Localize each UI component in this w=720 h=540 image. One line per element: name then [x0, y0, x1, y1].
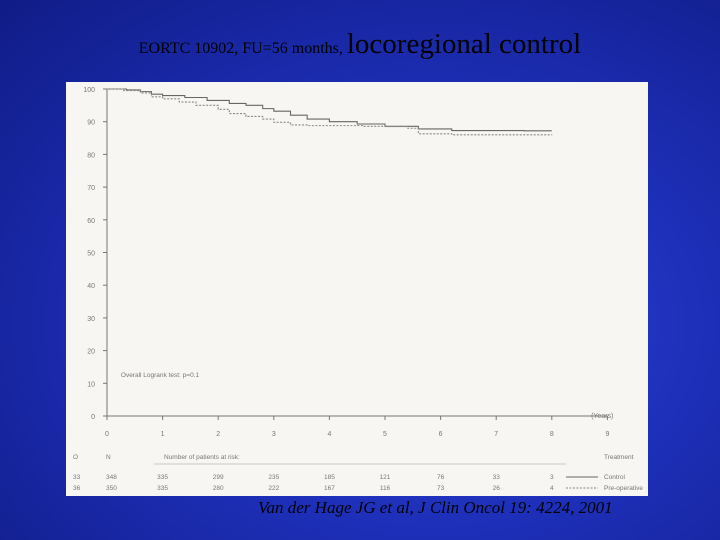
risk-count: 335: [157, 474, 168, 481]
x-tick-label: 5: [383, 431, 387, 438]
risk-header-n: N: [106, 454, 111, 461]
slide-title: EORTC 10902, FU=56 months, locoregional …: [0, 28, 720, 61]
risk-n: 350: [106, 485, 117, 492]
risk-count: 222: [268, 485, 279, 492]
y-tick-label: 30: [87, 316, 95, 323]
x-tick-label: 1: [161, 431, 165, 438]
x-tick-label: 8: [550, 431, 554, 438]
y-tick-label: 80: [87, 152, 95, 159]
x-tick-label: 4: [327, 431, 331, 438]
risk-count: 185: [324, 474, 335, 481]
risk-count: 299: [213, 474, 224, 481]
km-chart: 0 10 20 30 40 50 60 70 80 90 100 0 1 2 3 4 5 6 7 8 9 (Years) O…: [73, 87, 643, 492]
risk-count: 280: [213, 485, 224, 492]
y-tick-label: 70: [87, 185, 95, 192]
y-tick-label: 50: [87, 251, 95, 258]
series-line-control: [107, 88, 552, 132]
risk-count: 73: [437, 485, 445, 492]
risk-count: 121: [380, 474, 391, 481]
x-tick-label: 9: [605, 431, 609, 438]
km-plot-panel: 0 10 20 30 40 50 60 70 80 90 100 0 1 2 3 4 5 6 7 8 9 (Years) O…: [66, 82, 648, 496]
risk-count: 4: [550, 485, 554, 492]
risk-header-treatment: Treatment: [604, 454, 634, 461]
risk-count: 3: [550, 474, 554, 481]
y-tick-label: 10: [87, 381, 95, 388]
y-tick-label: 0: [91, 414, 95, 421]
risk-o: 36: [73, 485, 81, 492]
risk-treatment: Control: [604, 474, 626, 481]
x-tick-label: 0: [105, 431, 109, 438]
risk-count: 26: [493, 485, 501, 492]
y-tick-label: 20: [87, 349, 95, 356]
series-line-pre-operative: [107, 88, 553, 136]
title-study: EORTC 10902, FU=56 months,: [138, 40, 343, 57]
x-tick-label: 7: [494, 431, 498, 438]
risk-count: 335: [157, 485, 168, 492]
x-tick-label: 6: [439, 431, 443, 438]
risk-treatment: Pre-operative: [604, 485, 643, 492]
risk-count: 76: [437, 474, 445, 481]
x-tick-label: 3: [272, 431, 276, 438]
citation: Van der Hage JG et al, J Clin Oncol 19: …: [258, 498, 613, 517]
risk-n: 348: [106, 474, 117, 481]
y-tick-label: 40: [87, 283, 95, 290]
y-tick-label: 100: [83, 87, 95, 94]
y-tick-label: 90: [87, 120, 95, 127]
x-axis-unit: (Years): [591, 413, 613, 420]
risk-count: 33: [493, 474, 501, 481]
risk-o: 33: [73, 474, 81, 481]
x-tick-label: 2: [216, 431, 220, 438]
logrank-annotation: Overall Logrank test: p=0.1: [121, 372, 200, 379]
risk-count: 235: [268, 474, 279, 481]
risk-count: 116: [380, 485, 391, 492]
risk-header-o: O: [73, 454, 78, 461]
risk-count: 167: [324, 485, 335, 492]
title-endpoint: locoregional control: [346, 28, 582, 60]
y-tick-label: 60: [87, 218, 95, 225]
risk-table-title: Number of patients at risk:: [164, 454, 240, 461]
